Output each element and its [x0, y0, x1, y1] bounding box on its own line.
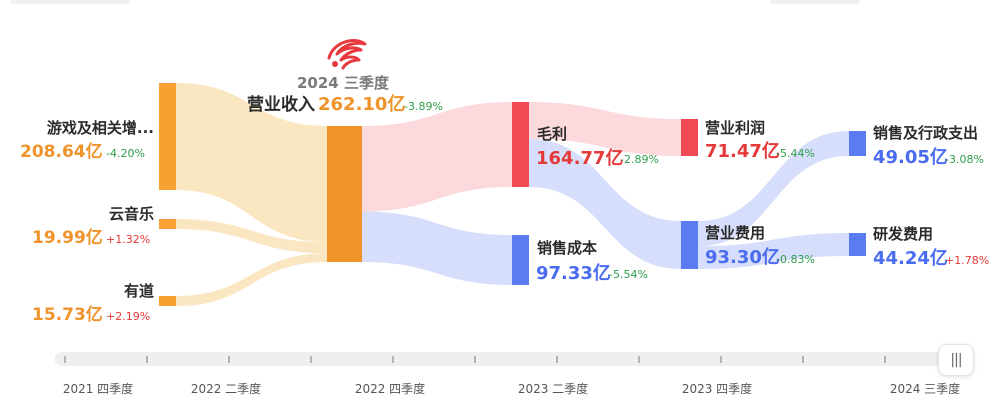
timeline-label[interactable]: 2024 三季度: [890, 381, 960, 396]
rnd-label: 研发费用: [873, 225, 933, 243]
node-sga: [849, 131, 866, 156]
sga-change: -3.08%: [945, 153, 984, 166]
operating-profit-value: 71.47亿: [705, 140, 780, 162]
source-change-youdao: +2.19%: [106, 310, 150, 323]
pause-bars-icon[interactable]: |||: [938, 344, 974, 376]
source-value-games: 208.64亿: [20, 141, 103, 162]
timeline-label[interactable]: 2022 四季度: [355, 381, 425, 396]
link-grossprofit-opexpense: [529, 138, 681, 269]
link-grossprofit-opprofit: [529, 102, 681, 156]
operating-expense-label: 营业费用: [705, 224, 765, 242]
revenue-change: -3.89%: [404, 100, 443, 113]
sga-label: 销售及行政支出: [873, 124, 978, 142]
node-revenue: [327, 126, 362, 262]
gross-profit-change: -2.89%: [620, 153, 659, 166]
link-source-2: [176, 253, 327, 306]
scrub-handle-glyph: |||: [950, 352, 962, 368]
cost-of-sales-change: -5.54%: [609, 268, 648, 281]
timeline-label[interactable]: 2021 四季度: [63, 381, 133, 396]
node-operating-expense: [681, 221, 698, 269]
source-label-youdao: 有道: [124, 282, 154, 300]
timeline-label[interactable]: 2022 二季度: [191, 381, 261, 396]
node-rnd: [849, 233, 866, 256]
link-revenue-cost: [362, 211, 512, 285]
cost-of-sales-value: 97.33亿: [536, 262, 611, 284]
source-value-youdao: 15.73亿: [32, 304, 103, 325]
gross-profit-label: 毛利: [537, 125, 567, 143]
node-source-0: [159, 83, 176, 190]
link-opexpense-rnd: [698, 233, 849, 269]
node-source-1: [159, 219, 176, 229]
node-gross-profit: [512, 102, 529, 187]
source-label-music: 云音乐: [109, 205, 154, 223]
timeline-label[interactable]: 2023 二季度: [518, 381, 588, 396]
link-revenue-grossprofit: [362, 102, 512, 212]
top-edge-controls: [0, 0, 1008, 6]
timeline-slider-track[interactable]: [55, 352, 967, 366]
rnd-change: +1.78%: [945, 254, 989, 267]
top-pill-left: [10, 0, 130, 4]
operating-expense-value: 93.30亿: [705, 246, 780, 268]
rnd-value: 44.24亿: [873, 247, 948, 269]
sga-value: 49.05亿: [873, 146, 948, 168]
operating-profit-label: 营业利润: [705, 119, 765, 137]
netease-logo-icon: [327, 39, 367, 70]
sankey-links: [176, 83, 849, 306]
timeline-label[interactable]: 2023 四季度: [682, 381, 752, 396]
period-title: 2024 三季度: [297, 74, 390, 92]
source-change-music: +1.32%: [106, 233, 150, 246]
node-source-2: [159, 296, 176, 306]
link-source-0: [176, 83, 327, 243]
source-change-games: -4.20%: [106, 147, 145, 160]
top-pill-right: [770, 0, 860, 4]
source-value-music: 19.99亿: [32, 227, 103, 248]
revenue-label: 营业收入: [247, 94, 315, 115]
sankey-nodes: [159, 83, 866, 306]
link-opexpense-sga: [698, 131, 849, 247]
gross-profit-value: 164.77亿: [536, 147, 623, 169]
operating-expense-change: -0.83%: [776, 253, 815, 266]
cost-of-sales-label: 销售成本: [537, 239, 597, 257]
source-label-games: 游戏及相关增...: [47, 119, 154, 137]
link-source-1: [176, 219, 327, 254]
node-operating-profit: [681, 119, 698, 156]
revenue-value: 262.10亿: [318, 93, 405, 115]
operating-profit-change: -5.44%: [776, 147, 815, 160]
node-cost-of-sales: [512, 235, 529, 285]
